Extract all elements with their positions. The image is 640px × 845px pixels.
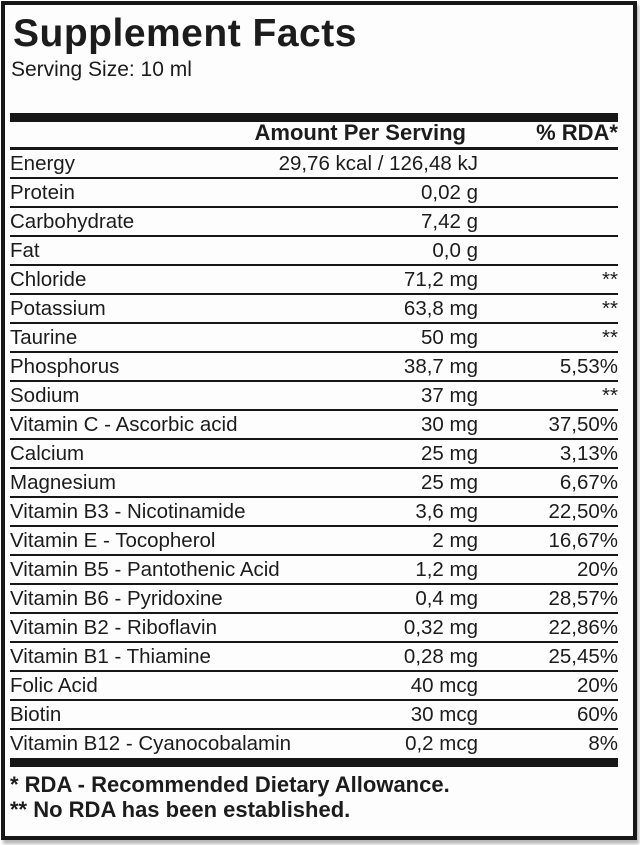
thick-divider-bottom [10, 758, 618, 767]
nutrient-amount: 50 mg [421, 326, 478, 349]
nutrient-name: Vitamin C - Ascorbic acid [10, 413, 238, 436]
nutrient-name: Carbohydrate [10, 210, 135, 233]
nutrient-amount: 0,0 g [432, 239, 478, 262]
nutrient-rda: 25,45% [548, 645, 618, 668]
nutrient-amount: 30 mg [421, 413, 478, 436]
nutrient-name: Sodium [10, 384, 80, 407]
nutrient-amount: 63,8 mg [403, 297, 478, 320]
nutrient-rda: 28,57% [548, 587, 618, 610]
nutrient-rda: 60% [576, 703, 618, 726]
nutrient-amount: 7,42 g [421, 210, 478, 233]
nutrient-name: Calcium [10, 442, 85, 465]
nutrient-rda: 20% [576, 558, 618, 581]
nutrient-amount: 30 mcg [410, 703, 478, 726]
table-row: Vitamin E - Tocopherol 2 mg 16,67% [10, 527, 618, 556]
nutrient-rda: 8% [588, 732, 618, 755]
nutrient-name: Energy [10, 152, 75, 175]
table-row: Vitamin B5 - Pantothenic Acid 1,2 mg 20% [10, 556, 618, 585]
nutrient-name: Folic Acid [10, 674, 98, 697]
column-header-rda: % RDA* [536, 120, 618, 145]
column-header-amount: Amount Per Serving [254, 120, 466, 145]
table-row: Sodium 37 mg ** [10, 382, 618, 411]
nutrient-rda: ** [602, 268, 618, 291]
nutrient-amount: 0,28 mg [403, 645, 478, 668]
nutrient-name: Biotin [10, 703, 62, 726]
nutrient-name: Vitamin B1 - Thiamine [10, 645, 211, 668]
table-row: Phosphorus 38,7 mg 5,53% [10, 353, 618, 382]
table-row: Calcium 25 mg 3,13% [10, 440, 618, 469]
nutrient-amount: 25 mg [421, 471, 478, 494]
nutrient-name: Taurine [10, 326, 78, 349]
table-row: Protein 0,02 g [10, 179, 618, 208]
footnotes: * RDA - Recommended Dietary Allowance. *… [10, 772, 618, 822]
nutrient-rda: 20% [576, 674, 618, 697]
nutrient-name: Vitamin B3 - Nicotinamide [10, 500, 246, 523]
thick-divider-top [10, 113, 618, 122]
nutrient-name: Vitamin B6 - Pyridoxine [10, 587, 223, 610]
nutrient-amount: 37 mg [421, 384, 478, 407]
nutrient-name: Protein [10, 181, 75, 204]
nutrient-name: Magnesium [10, 471, 116, 494]
table-row: Vitamin C - Ascorbic acid 30 mg 37,50% [10, 411, 618, 440]
nutrient-name: Vitamin B2 - Riboflavin [10, 616, 217, 639]
label-title: Supplement Facts [13, 12, 357, 55]
label-inner: Supplement Facts Serving Size: 10 ml Amo… [5, 12, 633, 843]
table-row: Folic Acid 40 mcg 20% [10, 672, 618, 701]
table-row: Biotin 30 mcg 60% [10, 701, 618, 730]
footnote-rda-definition: * RDA - Recommended Dietary Allowance. [10, 772, 450, 797]
table-row: Magnesium 25 mg 6,67% [10, 469, 618, 498]
nutrient-rda: 6,67% [559, 471, 618, 494]
nutrient-rda: 22,86% [548, 616, 618, 639]
table-row: Fat 0,0 g [10, 237, 618, 266]
nutrient-name: Potassium [10, 297, 106, 320]
nutrient-rda: 3,13% [559, 442, 618, 465]
nutrient-amount: 0,32 mg [403, 616, 478, 639]
nutrient-rda: ** [602, 384, 618, 407]
table-row: Vitamin B12 - Cyanocobalamin 0,2 mcg 8% [10, 730, 618, 757]
table-row: Vitamin B2 - Riboflavin 0,32 mg 22,86% [10, 614, 618, 643]
nutrient-rda: 5,53% [559, 355, 618, 378]
nutrient-amount: 0,4 mg [415, 587, 478, 610]
nutrient-amount: 38,7 mg [403, 355, 478, 378]
nutrient-name: Vitamin E - Tocopherol [10, 529, 216, 552]
table-row: Potassium 63,8 mg ** [10, 295, 618, 324]
nutrient-rda: 37,50% [548, 413, 618, 436]
table-row: Vitamin B3 - Nicotinamide 3,6 mg 22,50% [10, 498, 618, 527]
footnote-no-rda: ** No RDA has been established. [10, 797, 351, 822]
nutrient-name: Vitamin B5 - Pantothenic Acid [10, 558, 280, 581]
nutrient-amount: 2 mg [432, 529, 478, 552]
nutrient-name: Phosphorus [10, 355, 120, 378]
nutrient-rda: 16,67% [548, 529, 618, 552]
nutrient-rda: 22,50% [548, 500, 618, 523]
nutrient-amount: 29,76 kcal / 126,48 kJ [278, 152, 478, 175]
nutrient-amount: 1,2 mg [415, 558, 478, 581]
table-row: Vitamin B6 - Pyridoxine 0,4 mg 28,57% [10, 585, 618, 614]
table-header-row: Amount Per Serving % RDA* [10, 120, 618, 150]
nutrient-name: Chloride [10, 268, 87, 291]
nutrient-amount: 0,02 g [421, 181, 478, 204]
nutrient-name: Vitamin B12 - Cyanocobalamin [10, 732, 292, 755]
facts-table: Energy 29,76 kcal / 126,48 kJ Protein 0,… [10, 150, 618, 757]
nutrient-rda: ** [602, 297, 618, 320]
nutrient-rda: ** [602, 326, 618, 349]
table-row: Carbohydrate 7,42 g [10, 208, 618, 237]
nutrient-amount: 3,6 mg [415, 500, 478, 523]
table-row: Vitamin B1 - Thiamine 0,28 mg 25,45% [10, 643, 618, 672]
table-row: Chloride 71,2 mg ** [10, 266, 618, 295]
nutrient-amount: 25 mg [421, 442, 478, 465]
nutrient-name: Fat [10, 239, 40, 262]
table-row: Energy 29,76 kcal / 126,48 kJ [10, 150, 618, 179]
nutrient-amount: 71,2 mg [403, 268, 478, 291]
nutrient-amount: 40 mcg [410, 674, 478, 697]
nutrient-amount: 0,2 mcg [405, 732, 478, 755]
table-row: Taurine 50 mg ** [10, 324, 618, 353]
serving-size: Serving Size: 10 ml [11, 58, 192, 81]
